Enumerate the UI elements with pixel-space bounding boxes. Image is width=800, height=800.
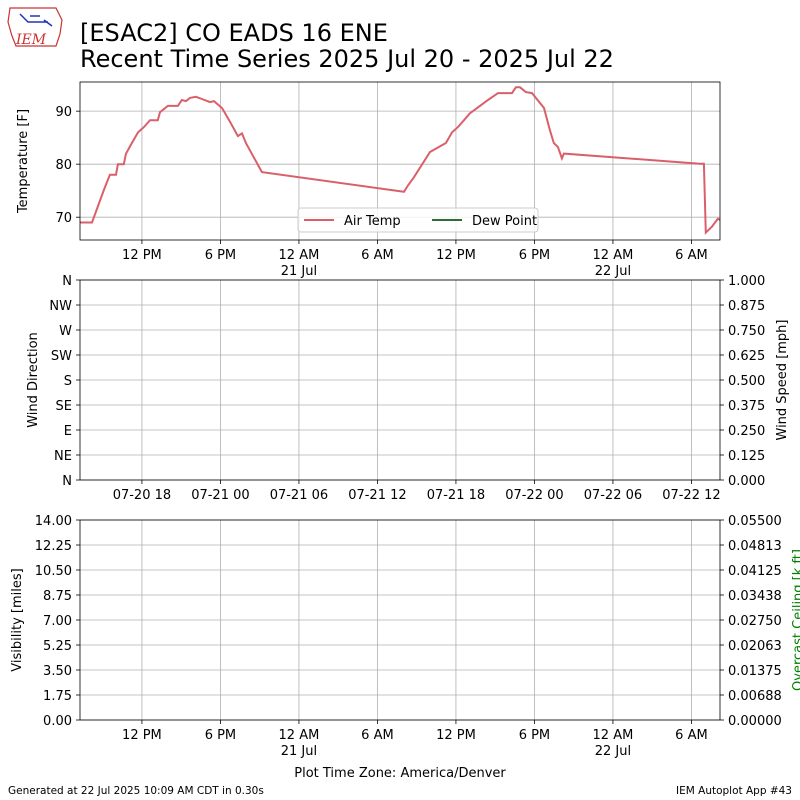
y-tick-label: 70: [55, 211, 72, 226]
x-tick-label: 6 PM: [205, 248, 236, 263]
x-tick-label: 07-21 06: [270, 488, 328, 503]
x-tick-label: 12 AM 21 Jul: [279, 248, 320, 279]
y-tick-label: 0.00: [43, 714, 72, 729]
y2-tick-label: 1.000: [728, 274, 765, 289]
x-tick-label: 07-22 06: [584, 488, 642, 503]
y-tick-label: N: [62, 274, 72, 289]
y-tick-label: S: [64, 374, 72, 389]
legend-label: Dew Point: [472, 214, 537, 229]
x-axis-label: Plot Time Zone: America/Denver: [294, 766, 506, 781]
y-tick-label: 1.75: [43, 689, 72, 704]
footer-left: Generated at 22 Jul 2025 10:09 AM CDT in…: [8, 785, 264, 797]
x-tick-label: 12 AM 21 Jul: [279, 728, 320, 759]
y2-tick-label: 0.500: [728, 374, 765, 389]
x-tick-label: 07-20 18: [113, 488, 171, 503]
y-tick-label: 80: [55, 158, 72, 173]
y2-tick-label: 0.02750: [728, 614, 782, 629]
y-tick-label: 3.50: [43, 664, 72, 679]
y-tick-label: 10.50: [35, 564, 72, 579]
y-tick-label: NW: [49, 299, 72, 314]
y2-tick-label: 0.00688: [728, 689, 782, 704]
y2-tick-label: 0.02063: [728, 639, 782, 654]
y2-tick-label: 0.375: [728, 399, 765, 414]
logo-outline: [7, 7, 63, 47]
y-tick-label: NE: [54, 449, 72, 464]
y-tick-label: 5.25: [43, 639, 72, 654]
x-tick-label: 07-22 00: [505, 488, 563, 503]
chart-subtitle: Recent Time Series 2025 Jul 20 - 2025 Ju…: [80, 45, 614, 73]
y2-tick-label: 0.625: [728, 349, 765, 364]
y2-tick-label: 0.00000: [728, 714, 782, 729]
y-tick-label: 12.25: [35, 539, 72, 554]
y-axis-label: Wind Direction: [26, 332, 41, 428]
x-tick-label: 07-22 12: [662, 488, 720, 503]
x-tick-label: 6 AM: [675, 728, 708, 743]
y2-tick-label: 0.04813: [728, 539, 782, 554]
y2-tick-label: 0.03438: [728, 589, 782, 604]
x-tick-label: 6 AM: [361, 248, 394, 263]
x-tick-label: 6 AM: [361, 728, 394, 743]
x-tick-label: 12 AM 22 Jul: [593, 728, 634, 759]
y2-tick-label: 0.04125: [728, 564, 782, 579]
y2-tick-label: 0.05500: [728, 514, 782, 529]
y2-tick-label: 0.01375: [728, 664, 782, 679]
y2-tick-label: 0.125: [728, 449, 765, 464]
legend: Air Temp Dew Point: [297, 207, 539, 233]
x-tick-label: 07-21 12: [348, 488, 406, 503]
x-tick-label: 07-21 18: [427, 488, 485, 503]
x-tick-label: 6 PM: [519, 248, 550, 263]
line: [80, 86, 721, 235]
x-tick-label: 12 PM: [436, 728, 476, 743]
y-tick-label: SE: [56, 399, 72, 414]
y-axis-label: Visibility [miles]: [10, 568, 25, 671]
footer-right: IEM Autoplot App #43: [676, 785, 792, 797]
plot-frame: [79, 519, 721, 721]
logo-lines: [19, 13, 53, 27]
y2-tick-label: 0.750: [728, 324, 765, 339]
plot-frame: [79, 81, 721, 241]
y2-tick-label: 0.875: [728, 299, 765, 314]
y-tick-label: N: [62, 474, 72, 489]
y-tick-label: 14.00: [35, 514, 72, 529]
logo: IEM: [7, 7, 63, 48]
x-tick-label: 12 AM 22 Jul: [593, 248, 634, 279]
y-axis-label: Temperature [F]: [16, 109, 31, 214]
y-tick-label: 7.00: [43, 614, 72, 629]
y-tick-label: W: [59, 324, 72, 339]
x-tick-label: 6 PM: [519, 728, 550, 743]
legend-label: Air Temp: [344, 214, 401, 229]
legend-box: [297, 207, 539, 233]
logo-text: IEM: [15, 32, 47, 48]
y2-tick-label: 0.000: [728, 474, 765, 489]
y-tick-label: 90: [55, 105, 72, 120]
y2-axis-label: Wind Speed [mph]: [775, 320, 790, 441]
x-tick-label: 12 PM: [122, 728, 162, 743]
chart-title: [ESAC2] CO EADS 16 ENE: [80, 19, 388, 47]
y-tick-label: E: [64, 424, 72, 439]
x-tick-label: 6 PM: [205, 728, 236, 743]
y2-axis-label: Overcast Ceiling [k ft]: [791, 549, 800, 691]
x-tick-label: 12 PM: [122, 248, 162, 263]
plot-frame: [79, 279, 721, 481]
x-tick-label: 6 AM: [675, 248, 708, 263]
x-tick-label: 12 PM: [436, 248, 476, 263]
x-tick-label: 07-21 00: [191, 488, 249, 503]
y2-tick-label: 0.250: [728, 424, 765, 439]
y-tick-label: 8.75: [43, 589, 72, 604]
y-tick-label: SW: [51, 349, 72, 364]
